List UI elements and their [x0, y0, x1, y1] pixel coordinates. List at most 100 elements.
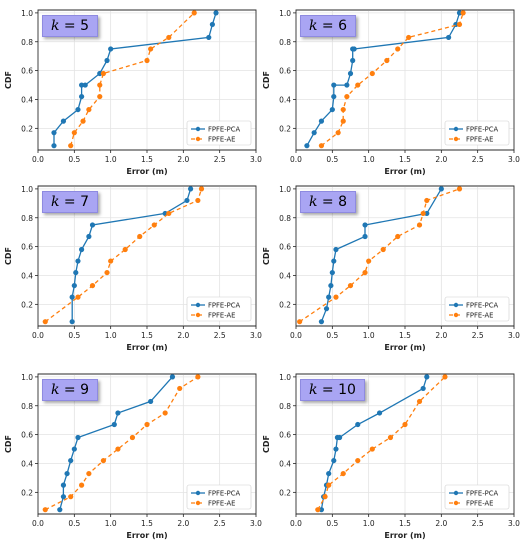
- legend-box: [444, 296, 510, 322]
- x-tick-label: 2.0: [177, 331, 189, 340]
- ae-point: [424, 197, 430, 204]
- pca-point: [104, 57, 110, 64]
- plot-border: [295, 9, 515, 151]
- pca-point: [86, 233, 92, 240]
- ae-point: [89, 282, 96, 289]
- y-tick-label: 0.6: [21, 431, 33, 440]
- y-tick-label: 1.0: [21, 373, 33, 382]
- x-tick-label: 1.0: [105, 331, 117, 340]
- x-tick-label: 3.0: [250, 155, 262, 164]
- ae-point: [115, 446, 121, 452]
- x-tick-label: 1.5: [399, 155, 411, 164]
- ae-point: [177, 385, 183, 392]
- pca-point: [329, 106, 335, 113]
- legend-marker: [195, 302, 201, 308]
- cdf-panel: 0.0 0.5 1.0 1.5 2.0 2.5 3.0 0.2 0.4 0.6 0.8 1.0 Erro…: [258, 9, 520, 185]
- ae-point: [335, 130, 341, 136]
- ae-point: [191, 10, 197, 16]
- pca-point: [333, 446, 339, 452]
- legend-label: FPFE-PCA: [466, 490, 499, 498]
- plot-border: [37, 373, 257, 515]
- cdf-plot: 0.0 0.5 1.0 1.5 2.0 2.5 3.0 0.2 0.4 0.6 0.8 1.0 Erro…: [262, 9, 520, 176]
- x-axis-label: Error (m): [126, 343, 167, 352]
- pca-point: [71, 446, 77, 452]
- legend-label: FPFE-AE: [208, 500, 235, 508]
- legend-marker: [453, 126, 459, 132]
- y-tick-label: 0.2: [279, 488, 291, 497]
- ae-point: [166, 34, 172, 41]
- pca-point: [188, 186, 194, 192]
- ae-point: [326, 482, 332, 488]
- x-tick-label: 0.5: [68, 331, 80, 340]
- ae-point: [75, 294, 81, 300]
- pca-point: [184, 197, 190, 204]
- y-tick-label: 0.4: [279, 459, 291, 468]
- x-tick-label: 2.0: [435, 519, 447, 528]
- x-tick-label: 1.5: [141, 155, 153, 164]
- ae-point: [340, 470, 346, 477]
- ae-point: [387, 434, 394, 441]
- y-tick-label: 1.0: [279, 9, 291, 18]
- pca-point: [68, 457, 74, 464]
- x-tick-label: 0.0: [290, 331, 302, 340]
- pca-point: [148, 398, 154, 405]
- y-tick-label: 1.0: [279, 373, 291, 382]
- pca-point: [115, 410, 121, 416]
- series-ae-line: [44, 188, 203, 323]
- x-tick-label: 2.0: [177, 519, 189, 528]
- x-tick-label: 0.0: [290, 519, 302, 528]
- x-tick-label: 2.5: [214, 519, 226, 528]
- legend-box: [444, 484, 510, 510]
- y-tick-label: 0.4: [279, 95, 291, 104]
- k-value-badge: k = 5: [42, 15, 99, 37]
- pca-point: [331, 82, 337, 88]
- pca-point: [51, 143, 57, 149]
- cdf-panel: 0.0 0.5 1.0 1.5 2.0 2.5 3.0 0.2 0.4 0.6 0.8 1.0 Erro…: [258, 185, 520, 361]
- ae-point: [97, 82, 103, 88]
- cdf-plot: 0.0 0.5 1.0 1.5 2.0 2.5 3.0 0.2 0.4 0.6 0.8 1.0 Erro…: [262, 373, 520, 540]
- x-tick-label: 1.5: [399, 331, 411, 340]
- y-axis-label: CDF: [4, 435, 13, 453]
- legend-marker: [195, 126, 201, 132]
- legend-box: [186, 484, 252, 510]
- ae-point: [297, 319, 303, 325]
- ae-point: [100, 457, 106, 464]
- y-axis-label: CDF: [262, 435, 271, 453]
- pca-point: [318, 118, 325, 124]
- x-tick-label: 0.5: [68, 519, 80, 528]
- legend-label: FPFE-AE: [208, 312, 235, 320]
- x-tick-label: 1.0: [105, 155, 117, 164]
- pca-point: [355, 421, 361, 428]
- ae-point: [406, 34, 412, 41]
- pca-point: [51, 130, 57, 136]
- legend-label: FPFE-PCA: [208, 126, 241, 134]
- y-tick-label: 0.4: [21, 271, 33, 280]
- cdf-plot: 0.0 0.5 1.0 1.5 2.0 2.5 3.0 0.2 0.4 0.6 0.8 1.0 Erro…: [4, 373, 262, 540]
- x-tick-label: 3.0: [508, 155, 520, 164]
- ae-point: [355, 457, 361, 464]
- k-value-badge: k = 9: [42, 379, 99, 401]
- y-axis-label: CDF: [4, 247, 13, 265]
- pca-point: [97, 70, 103, 77]
- pca-point: [206, 34, 212, 41]
- ae-point: [416, 222, 423, 228]
- pca-point: [79, 93, 85, 100]
- y-tick-label: 0.2: [21, 488, 33, 497]
- ae-point: [71, 130, 77, 136]
- ae-point: [384, 57, 390, 64]
- y-tick-label: 0.2: [279, 124, 291, 133]
- pca-point: [326, 470, 332, 477]
- ae-point: [144, 57, 150, 64]
- pca-point: [311, 130, 317, 136]
- plot-border: [37, 185, 257, 327]
- ae-point: [100, 70, 106, 77]
- legend-marker: [453, 302, 459, 308]
- x-tick-label: 0.0: [32, 331, 44, 340]
- ae-point: [366, 258, 372, 264]
- legend-marker: [453, 490, 459, 496]
- pca-point: [456, 10, 463, 16]
- plot-border: [295, 185, 515, 327]
- legend-label: FPFE-AE: [466, 136, 493, 144]
- legend-marker: [453, 312, 459, 318]
- legend-box: [444, 120, 510, 146]
